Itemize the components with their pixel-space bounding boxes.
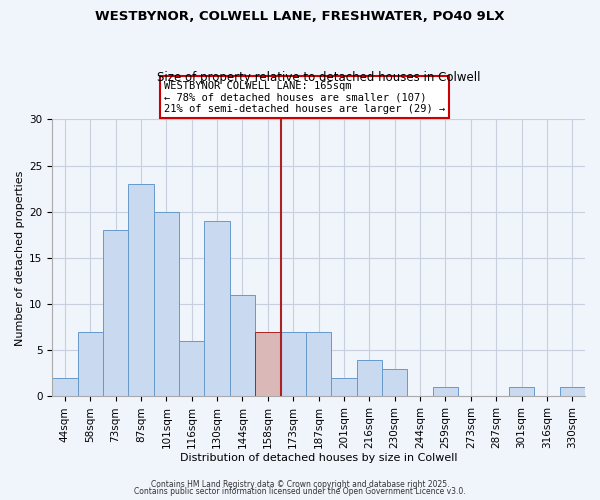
Bar bbox=[128, 184, 154, 396]
Bar bbox=[281, 332, 306, 396]
Bar bbox=[255, 332, 281, 396]
Bar bbox=[103, 230, 128, 396]
Text: Contains HM Land Registry data © Crown copyright and database right 2025.: Contains HM Land Registry data © Crown c… bbox=[151, 480, 449, 489]
Bar bbox=[205, 221, 230, 396]
Bar bbox=[560, 387, 585, 396]
X-axis label: Distribution of detached houses by size in Colwell: Distribution of detached houses by size … bbox=[180, 452, 457, 462]
Bar bbox=[154, 212, 179, 396]
Bar bbox=[77, 332, 103, 396]
Bar bbox=[52, 378, 77, 396]
Bar bbox=[509, 387, 534, 396]
Bar bbox=[179, 341, 205, 396]
Text: Contains public sector information licensed under the Open Government Licence v3: Contains public sector information licen… bbox=[134, 487, 466, 496]
Bar bbox=[306, 332, 331, 396]
Bar bbox=[331, 378, 356, 396]
Text: WESTBYNOR COLWELL LANE: 165sqm
← 78% of detached houses are smaller (107)
21% of: WESTBYNOR COLWELL LANE: 165sqm ← 78% of … bbox=[164, 80, 445, 114]
Title: Size of property relative to detached houses in Colwell: Size of property relative to detached ho… bbox=[157, 70, 481, 84]
Bar bbox=[356, 360, 382, 397]
Text: WESTBYNOR, COLWELL LANE, FRESHWATER, PO40 9LX: WESTBYNOR, COLWELL LANE, FRESHWATER, PO4… bbox=[95, 10, 505, 23]
Y-axis label: Number of detached properties: Number of detached properties bbox=[15, 170, 25, 346]
Bar bbox=[230, 295, 255, 396]
Bar bbox=[433, 387, 458, 396]
Bar bbox=[382, 369, 407, 396]
